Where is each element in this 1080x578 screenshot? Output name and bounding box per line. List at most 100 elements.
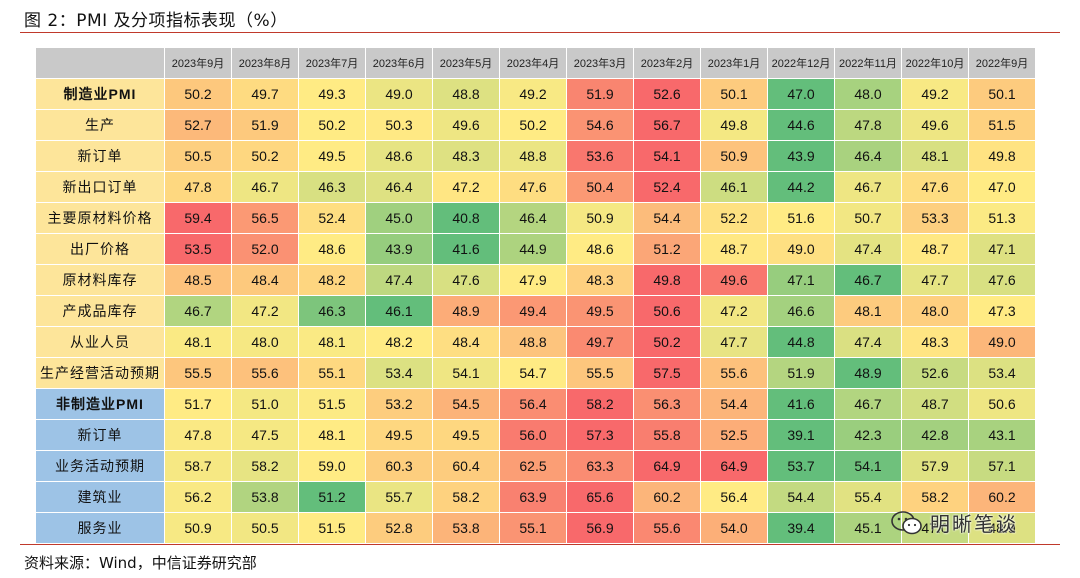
value-cell: 49.8	[700, 109, 768, 141]
value-cell: 57.9	[901, 450, 969, 482]
value-cell: 49.2	[499, 78, 567, 110]
value-cell: 58.2	[566, 388, 634, 420]
value-cell: 56.7	[633, 109, 701, 141]
value-cell: 48.0	[901, 295, 969, 327]
value-cell: 46.4	[499, 202, 567, 234]
value-cell: 42.3	[834, 419, 902, 451]
value-cell: 53.3	[901, 202, 969, 234]
value-cell: 49.8	[633, 264, 701, 296]
table-row: 制造业PMI 50.2 49.7 49.3 49.0 48.8 49.2 51.9 52.6 50…	[35, 78, 1036, 110]
column-header: 2023年5月	[432, 47, 500, 79]
column-header: 2023年4月	[499, 47, 567, 79]
value-cell: 48.1	[901, 140, 969, 172]
value-cell: 63.9	[499, 481, 567, 513]
value-cell: 50.9	[700, 140, 768, 172]
value-cell: 52.5	[700, 419, 768, 451]
value-cell: 49.6	[700, 264, 768, 296]
value-cell: 44.8	[767, 326, 835, 358]
watermark-text: 明晰笔谈	[930, 512, 1018, 536]
value-cell: 59.4	[164, 202, 232, 234]
value-cell: 55.7	[365, 481, 433, 513]
value-cell: 49.4	[499, 295, 567, 327]
column-header: 2022年12月	[767, 47, 835, 79]
value-cell: 46.3	[298, 295, 366, 327]
value-cell: 55.6	[700, 357, 768, 389]
row-label: 新订单	[35, 140, 165, 172]
value-cell: 56.5	[231, 202, 299, 234]
row-label: 生产经营活动预期	[35, 357, 165, 389]
value-cell: 43.9	[365, 233, 433, 265]
value-cell: 48.1	[298, 326, 366, 358]
value-cell: 39.4	[767, 512, 835, 544]
value-cell: 56.4	[700, 481, 768, 513]
value-cell: 46.1	[700, 171, 768, 203]
value-cell: 54.0	[700, 512, 768, 544]
row-label: 新出口订单	[35, 171, 165, 203]
value-cell: 42.8	[901, 419, 969, 451]
value-cell: 47.1	[968, 233, 1036, 265]
value-cell: 45.0	[365, 202, 433, 234]
value-cell: 50.3	[365, 109, 433, 141]
value-cell: 49.8	[968, 140, 1036, 172]
value-cell: 49.7	[566, 326, 634, 358]
value-cell: 49.5	[298, 140, 366, 172]
value-cell: 47.0	[968, 171, 1036, 203]
value-cell: 50.2	[633, 326, 701, 358]
row-label: 建筑业	[35, 481, 165, 513]
value-cell: 41.6	[432, 233, 500, 265]
value-cell: 47.4	[365, 264, 433, 296]
value-cell: 43.1	[968, 419, 1036, 451]
value-cell: 50.7	[834, 202, 902, 234]
header-row: 2023年9月 2023年8月 2023年7月 2023年6月 2023年5月 2023年…	[35, 47, 1036, 79]
value-cell: 56.0	[499, 419, 567, 451]
pmi-heatmap-table: 2023年9月 2023年8月 2023年7月 2023年6月 2023年5月 2023年…	[35, 47, 1036, 544]
value-cell: 53.2	[365, 388, 433, 420]
table-row: 主要原材料价格 59.4 56.5 52.4 45.0 40.8 46.4 50.9 54.4 5…	[35, 202, 1036, 234]
row-label: 业务活动预期	[35, 450, 165, 482]
table-row: 从业人员 48.1 48.0 48.1 48.2 48.4 48.8 49.7 50.2 47.7…	[35, 326, 1036, 358]
value-cell: 46.7	[834, 264, 902, 296]
value-cell: 54.4	[700, 388, 768, 420]
value-cell: 54.7	[499, 357, 567, 389]
value-cell: 53.4	[968, 357, 1036, 389]
row-label: 从业人员	[35, 326, 165, 358]
value-cell: 54.5	[432, 388, 500, 420]
value-cell: 57.5	[633, 357, 701, 389]
value-cell: 51.0	[231, 388, 299, 420]
column-header: 2023年8月	[231, 47, 299, 79]
value-cell: 51.2	[633, 233, 701, 265]
value-cell: 57.1	[968, 450, 1036, 482]
value-cell: 48.8	[499, 140, 567, 172]
value-cell: 48.0	[231, 326, 299, 358]
value-cell: 56.9	[566, 512, 634, 544]
value-cell: 51.3	[968, 202, 1036, 234]
source-note: 资料来源：Wind，中信证券研究部	[24, 554, 257, 572]
value-cell: 49.3	[298, 78, 366, 110]
value-cell: 58.2	[432, 481, 500, 513]
value-cell: 47.0	[767, 78, 835, 110]
value-cell: 50.1	[968, 78, 1036, 110]
value-cell: 48.7	[700, 233, 768, 265]
value-cell: 51.9	[231, 109, 299, 141]
value-cell: 52.2	[700, 202, 768, 234]
value-cell: 47.8	[164, 419, 232, 451]
top-rule	[20, 32, 1060, 33]
table-row: 生产经营活动预期 55.5 55.6 55.1 53.4 54.1 54.7 55.5 57.5…	[35, 357, 1036, 389]
value-cell: 48.5	[164, 264, 232, 296]
value-cell: 53.8	[231, 481, 299, 513]
value-cell: 40.8	[432, 202, 500, 234]
row-label: 新订单	[35, 419, 165, 451]
value-cell: 54.6	[566, 109, 634, 141]
value-cell: 50.2	[231, 140, 299, 172]
value-cell: 52.4	[633, 171, 701, 203]
value-cell: 46.4	[834, 140, 902, 172]
value-cell: 49.6	[901, 109, 969, 141]
value-cell: 47.1	[767, 264, 835, 296]
value-cell: 60.2	[633, 481, 701, 513]
value-cell: 50.2	[298, 109, 366, 141]
value-cell: 48.3	[566, 264, 634, 296]
value-cell: 50.9	[164, 512, 232, 544]
column-header: 2023年1月	[700, 47, 768, 79]
value-cell: 55.6	[231, 357, 299, 389]
value-cell: 50.4	[566, 171, 634, 203]
